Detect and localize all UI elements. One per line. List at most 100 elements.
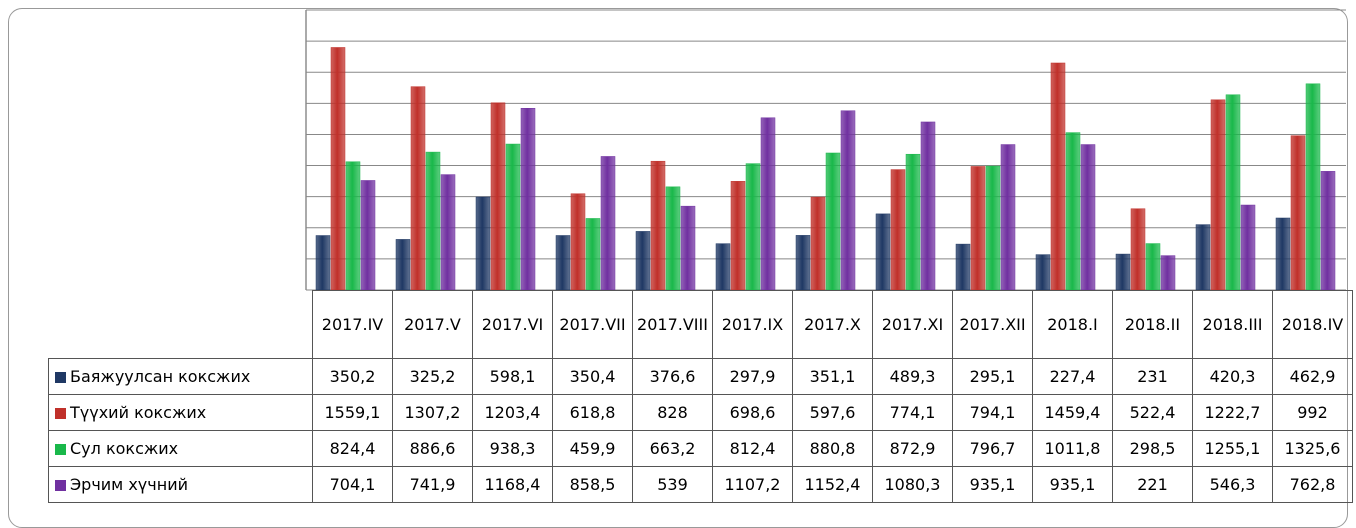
- bar: [875, 213, 891, 291]
- bar: [1290, 135, 1306, 291]
- bar: [555, 235, 571, 291]
- data-label: 1168,4: [472, 466, 553, 503]
- bar: [890, 169, 906, 291]
- bar: [600, 156, 616, 291]
- bar: [760, 117, 776, 291]
- bar: [490, 102, 506, 291]
- category-label: 2018.IV: [1272, 290, 1353, 359]
- bar: [715, 243, 731, 291]
- bar: [1065, 132, 1081, 291]
- data-label: 1011,8: [1032, 430, 1113, 467]
- bar: [410, 86, 426, 291]
- legend-entry: Сул коксжих: [48, 430, 313, 467]
- bar: [520, 107, 536, 291]
- data-label: 762,8: [1272, 466, 1353, 503]
- data-label: 522,4: [1112, 394, 1193, 431]
- data-label: 298,5: [1112, 430, 1193, 467]
- bar: [1240, 204, 1256, 291]
- series-row: Сул коксжих 824,4 886,6 938,3 459,9 663,2 812,…: [48, 430, 1353, 467]
- bar: [985, 165, 1001, 291]
- data-label: 774,1: [872, 394, 953, 431]
- data-label: 858,5: [552, 466, 633, 503]
- data-label: 325,2: [392, 358, 473, 395]
- bar: [360, 180, 376, 291]
- data-label: 794,1: [952, 394, 1033, 431]
- data-label: 992: [1272, 394, 1353, 431]
- bar: [1195, 224, 1211, 291]
- data-label: 618,8: [552, 394, 633, 431]
- data-label: 539: [632, 466, 713, 503]
- data-label: 812,4: [712, 430, 793, 467]
- corner: [48, 290, 313, 359]
- legend-label: Баяжуулсан коксжих: [70, 367, 251, 386]
- data-label: 350,2: [312, 358, 393, 395]
- data-label: 1222,7: [1192, 394, 1273, 431]
- chart: [305, 9, 1346, 291]
- bar: [570, 193, 586, 291]
- bar: [745, 163, 761, 291]
- legend-entry: Баяжуулсан коксжих: [48, 358, 313, 395]
- bar: [1160, 255, 1176, 291]
- category-label: 2017.IX: [712, 290, 793, 359]
- data-label: 297,9: [712, 358, 793, 395]
- bar: [440, 174, 456, 291]
- category-label: 2017.VI: [472, 290, 553, 359]
- data-label: 824,4: [312, 430, 393, 467]
- legend-entry: Түүхий коксжих: [48, 394, 313, 431]
- bar: [795, 235, 811, 291]
- category-label: 2017.VII: [552, 290, 633, 359]
- bar: [1210, 99, 1226, 291]
- data-label: 350,4: [552, 358, 633, 395]
- series-row: Түүхий коксжих 1559,1 1307,2 1203,4 618,8 828…: [48, 394, 1353, 431]
- page: 2017.IV 2017.V 2017.VI 2017.VII 2017.VIII 201…: [8, 8, 1353, 528]
- category-label: 2017.V: [392, 290, 473, 359]
- data-label: 1107,2: [712, 466, 793, 503]
- bar: [840, 110, 856, 291]
- bar: [730, 181, 746, 291]
- data-label: 935,1: [952, 466, 1033, 503]
- bar: [1115, 253, 1131, 291]
- legend-swatch: [55, 372, 66, 383]
- bar: [650, 160, 666, 291]
- data-table: 2017.IV 2017.V 2017.VI 2017.VII 2017.VIII 201…: [48, 290, 1353, 503]
- data-label: 880,8: [792, 430, 873, 467]
- bar: [665, 186, 681, 291]
- data-label: 1307,2: [392, 394, 473, 431]
- data-label: 886,6: [392, 430, 473, 467]
- bar: [1080, 144, 1096, 291]
- bar: [680, 205, 696, 291]
- bar: [810, 196, 826, 291]
- bar: [505, 143, 521, 291]
- bar: [425, 151, 441, 291]
- category-label: 2018.III: [1192, 290, 1273, 359]
- data-label: 231: [1112, 358, 1193, 395]
- category-label: 2018.I: [1032, 290, 1113, 359]
- data-label: 663,2: [632, 430, 713, 467]
- category-label: 2017.XI: [872, 290, 953, 359]
- category-label: 2017.IV: [312, 290, 393, 359]
- data-label: 1325,6: [1272, 430, 1353, 467]
- series-row: Баяжуулсан коксжих 350,2 325,2 598,1 350,4 37…: [48, 358, 1353, 395]
- bar: [825, 152, 841, 291]
- category-label: 2017.XII: [952, 290, 1033, 359]
- data-label: 741,9: [392, 466, 473, 503]
- data-label: 351,1: [792, 358, 873, 395]
- legend-entry: Эрчим хүчний: [48, 466, 313, 503]
- bar: [330, 47, 346, 291]
- bar: [905, 153, 921, 291]
- data-label: 935,1: [1032, 466, 1113, 503]
- bar: [345, 161, 361, 291]
- bar: [395, 239, 411, 291]
- bar: [1035, 254, 1051, 291]
- series-row: Эрчим хүчний 704,1 741,9 1168,4 858,5 539 1107…: [48, 466, 1353, 503]
- bar: [955, 243, 971, 291]
- bar: [1225, 94, 1241, 291]
- data-label: 872,9: [872, 430, 953, 467]
- bar: [920, 121, 936, 291]
- bar: [585, 218, 601, 291]
- data-label: 227,4: [1032, 358, 1113, 395]
- legend-swatch: [55, 480, 66, 491]
- data-label: 1203,4: [472, 394, 553, 431]
- bar: [970, 166, 986, 291]
- data-label: 459,9: [552, 430, 633, 467]
